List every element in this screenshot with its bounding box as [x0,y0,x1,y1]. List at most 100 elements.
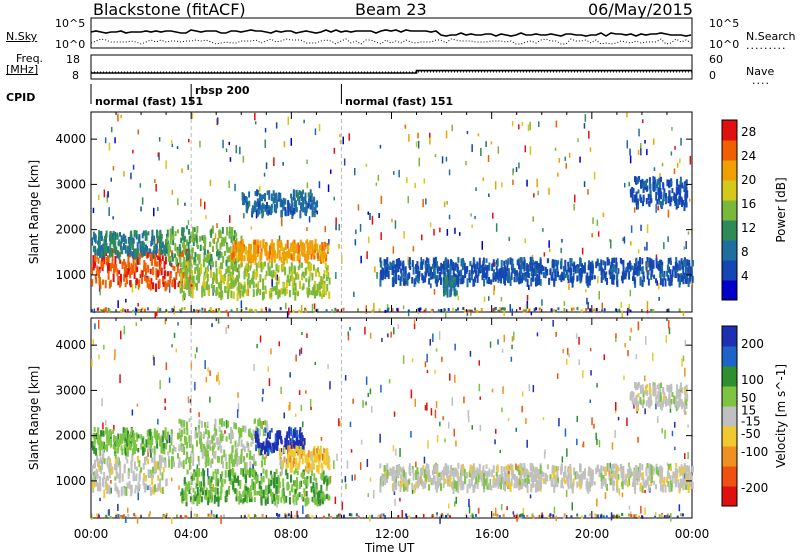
echo-noise-mark [112,216,114,219]
echo-region-mark [179,247,181,254]
echo-region-mark [134,250,136,259]
echo-noise-mark [500,450,502,453]
echo-region-mark [186,442,188,449]
echo-region-mark [242,197,244,204]
echo-region-mark [297,471,299,475]
echo-noise-mark [566,490,568,497]
echo-noise-mark [624,343,626,347]
echo-noise-mark [177,322,179,325]
echo-noise-mark [225,327,227,334]
echo-noise-mark [431,408,433,415]
echo-region-mark [163,448,165,454]
echo-noise-mark [403,231,405,239]
echo-region-mark [552,259,554,268]
echo-region-mark [156,461,158,470]
echo-region-mark [552,272,554,281]
echo-region-mark [236,255,238,261]
echo-region-mark [265,499,267,506]
echo-region-mark [216,287,218,294]
echo-noise-mark [108,207,110,216]
echo-region-mark [105,280,107,288]
echo-region-mark [253,250,255,258]
echo-region-mark [486,279,488,283]
echo-region-mark [299,433,301,440]
echo-region-mark [196,440,198,446]
echo-region-mark [114,464,116,470]
echo-region-mark [306,251,308,256]
echo-region-mark [467,278,469,287]
echo-noise-mark [513,511,515,514]
echo-region-mark [208,431,210,437]
echo-region-mark [495,274,497,281]
echo-region-mark [298,245,300,254]
echo-noise-mark [325,226,327,232]
ground-scatter-mark [604,308,606,311]
ground-scatter-mark [457,308,459,311]
echo-region-mark [245,475,247,484]
ground-scatter-mark [159,308,161,311]
echo-noise-mark [217,117,219,124]
echo-region-mark [384,259,386,266]
echo-noise-mark [270,348,272,354]
echo-noise-mark [237,392,239,398]
echo-noise-mark [579,359,581,365]
echo-noise-mark [567,348,569,355]
echo-region-mark [302,435,304,441]
echo-noise-mark [480,148,482,156]
echo-region-mark [167,271,169,276]
echo-region-mark [612,268,614,272]
echo-noise-mark [446,131,448,139]
echo-region-mark [203,431,205,437]
echo-region-mark [278,194,280,200]
echo-noise-mark [631,225,633,232]
echo-region-mark [642,266,644,272]
echo-region-mark [99,246,101,252]
echo-region-mark [326,494,328,499]
echo-noise-mark [637,437,639,443]
echo-region-mark [179,419,181,424]
echo-noise-mark [349,327,351,330]
echo-noise-mark [418,141,420,149]
echo-region-mark [313,285,315,292]
echo-noise-mark [224,430,226,434]
echo-region-mark [309,263,311,271]
echo-region-mark [120,274,122,283]
echo-region-mark [232,460,234,468]
echo-region-mark [640,277,642,285]
echo-region-mark [314,456,316,462]
echo-region-mark [202,288,204,292]
echo-noise-mark [368,493,370,497]
echo-region-mark [564,260,566,266]
echo-region-mark [474,265,476,272]
echo-region-mark [596,261,598,265]
echo-region-mark [238,497,240,505]
echo-region-mark [301,263,303,268]
ground-scatter-mark [524,309,526,312]
echo-region-mark [231,263,233,269]
echo-region-mark [314,207,316,213]
ground-scatter-mark [184,307,186,310]
echo-region-mark [557,272,559,278]
echo-region-mark [660,191,662,199]
echo-noise-mark [525,145,527,152]
echo-region-mark [290,427,292,435]
echo-region-mark [653,264,655,269]
echo-region-mark [118,473,120,479]
echo-region-mark [196,236,198,243]
echo-region-mark [449,281,451,288]
echo-noise-mark [468,410,470,418]
echo-region-mark [436,279,438,287]
echo-region-mark [271,428,273,432]
echo-noise-mark [284,141,286,147]
echo-noise-mark [111,127,113,132]
echo-region-mark [185,261,187,265]
echo-region-mark [238,456,240,465]
echo-region-mark [657,179,659,183]
echo-region-mark [168,254,170,262]
echo-region-mark [218,498,220,507]
echo-region-mark [186,254,188,261]
echo-noise-mark [187,165,189,170]
echo-region-mark [253,245,255,249]
echo-noise-mark [591,417,593,425]
